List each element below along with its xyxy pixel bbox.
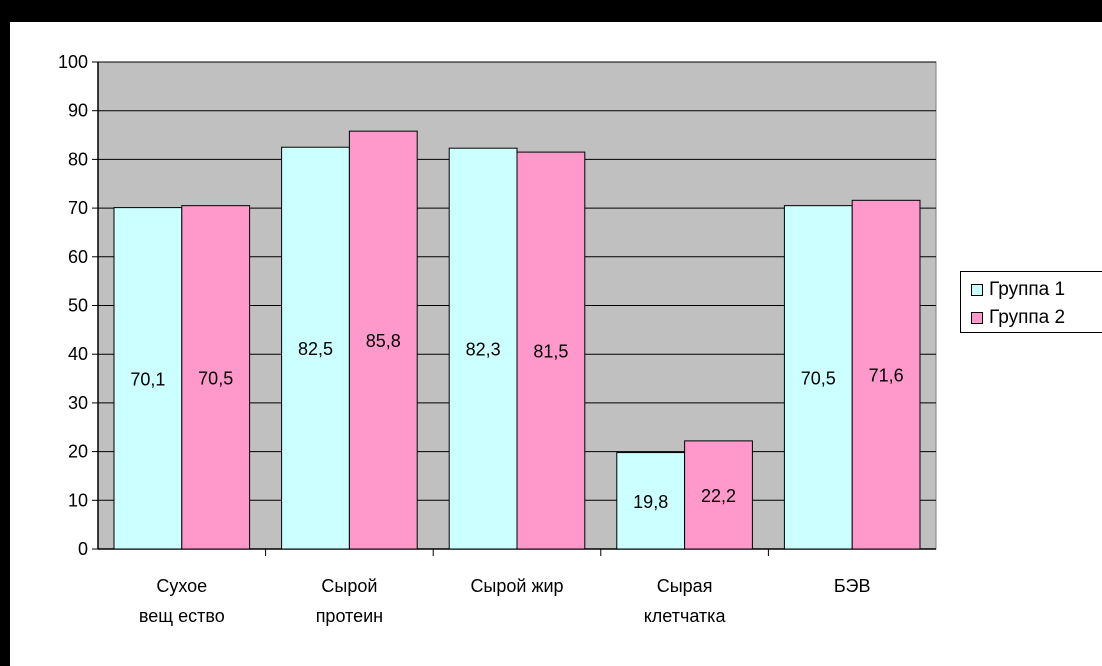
y-tick-label: 30 xyxy=(68,393,88,413)
y-tick-label: 20 xyxy=(68,442,88,462)
x-tick-label: Сырой жир xyxy=(470,576,563,596)
bar xyxy=(348,130,418,550)
bar xyxy=(448,147,518,550)
bar xyxy=(616,452,686,550)
bar xyxy=(113,207,183,550)
data-label: 70,1 xyxy=(130,369,165,389)
x-tick-label: Сырая xyxy=(657,576,713,596)
chart-frame: 0 10 20 30 40 50 60 70 80 90 100 70,1 70,5 Сухое вещ е… xyxy=(10,22,1102,666)
data-label: 81,5 xyxy=(533,342,568,362)
y-tick-label: 0 xyxy=(78,539,88,559)
y-tick-label: 100 xyxy=(58,52,88,72)
legend-item-group-2: Группа 2 xyxy=(971,306,1065,330)
y-tick-label: 40 xyxy=(68,344,88,364)
bar xyxy=(516,151,586,550)
x-tick-label: протеин xyxy=(316,606,383,626)
legend-swatch-group-2 xyxy=(971,312,983,324)
x-tick-label: Сырой xyxy=(321,576,377,596)
y-tick-label: 50 xyxy=(68,296,88,316)
data-label: 70,5 xyxy=(198,368,233,388)
x-tick-label: вещ ество xyxy=(139,606,225,626)
bar xyxy=(181,205,251,550)
y-tick-label: 10 xyxy=(68,490,88,510)
legend-item-group-1: Группа 1 xyxy=(971,278,1065,302)
y-tick-label: 90 xyxy=(68,101,88,121)
y-tick-label: 80 xyxy=(68,149,88,169)
x-tick-label: БЭВ xyxy=(834,576,871,596)
bar xyxy=(783,205,853,550)
data-label: 22,2 xyxy=(701,486,736,506)
bar xyxy=(851,199,921,550)
bar xyxy=(281,146,350,550)
y-tick-label: 70 xyxy=(68,198,88,218)
legend: Группа 1 Группа 2 xyxy=(960,271,1102,333)
y-tick-label: 60 xyxy=(68,247,88,267)
data-label: 82,5 xyxy=(298,339,333,359)
legend-label-group-1: Группа 1 xyxy=(989,279,1066,300)
x-tick-label: Сухое xyxy=(156,576,207,596)
data-label: 70,5 xyxy=(801,368,836,388)
legend-swatch-group-1 xyxy=(971,284,983,296)
data-label: 82,3 xyxy=(466,340,501,360)
bar-chart: 0 10 20 30 40 50 60 70 80 90 100 70,1 70,5 Сухое вещ е… xyxy=(58,52,937,626)
data-label: 71,6 xyxy=(869,366,904,386)
legend-label-group-2: Группа 2 xyxy=(989,307,1066,328)
data-label: 19,8 xyxy=(633,492,668,512)
bar xyxy=(684,440,753,550)
data-label: 85,8 xyxy=(366,331,401,351)
x-tick-label: клетчатка xyxy=(644,606,727,626)
